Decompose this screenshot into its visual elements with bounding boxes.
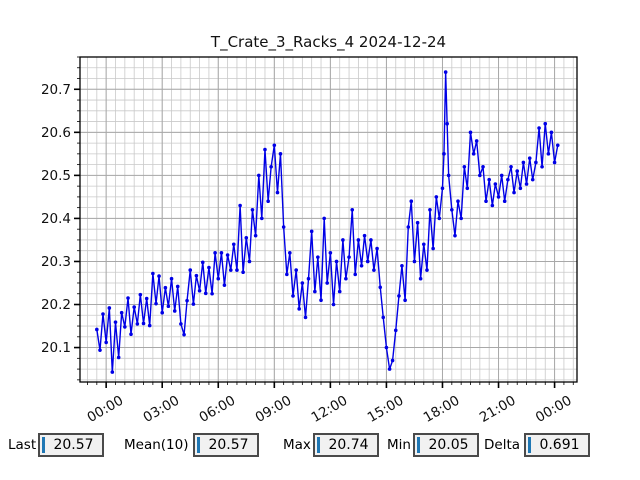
svg-text:20.2: 20.2 — [41, 297, 71, 313]
cursor-bar-icon — [417, 437, 420, 453]
svg-text:06:00: 06:00 — [197, 393, 239, 426]
cursor-bar-icon — [197, 437, 200, 453]
min-value: 20.05 — [428, 437, 469, 453]
axis-ticks — [74, 56, 574, 388]
max-label: Max — [283, 437, 311, 453]
svg-text:20.1: 20.1 — [41, 340, 71, 356]
svg-text:09:00: 09:00 — [253, 393, 295, 426]
min-value-box[interactable]: 20.05 — [413, 433, 479, 457]
mean-label: Mean(10) — [124, 437, 189, 453]
mean-value: 20.57 — [208, 437, 249, 453]
svg-text:18:00: 18:00 — [421, 393, 463, 426]
svg-text:00:00: 00:00 — [84, 393, 126, 426]
delta-label: Delta — [484, 437, 521, 453]
delta-value-box[interactable]: 0.691 — [524, 433, 590, 457]
delta-value: 0.691 — [539, 437, 580, 453]
cursor-bar-icon — [528, 437, 531, 453]
major-grid — [80, 57, 577, 382]
data-series — [95, 70, 560, 374]
svg-text:20.7: 20.7 — [41, 82, 71, 98]
plot-frame — [79, 56, 578, 383]
cursor-bar-icon — [42, 437, 45, 453]
svg-text:21:00: 21:00 — [477, 393, 519, 426]
svg-text:03:00: 03:00 — [141, 393, 183, 426]
svg-text:20.3: 20.3 — [41, 254, 71, 270]
svg-text:20.5: 20.5 — [41, 168, 71, 184]
mean-value-box[interactable]: 20.57 — [193, 433, 259, 457]
last-value-box[interactable]: 20.57 — [38, 433, 104, 457]
last-label: Last — [8, 437, 37, 453]
chart-title: T_Crate_3_Racks_4 2024-12-24 — [210, 33, 447, 51]
svg-text:20.4: 20.4 — [41, 211, 71, 227]
svg-text:12:00: 12:00 — [309, 393, 351, 426]
cursor-bar-icon — [317, 437, 320, 453]
last-value: 20.57 — [53, 437, 94, 453]
axis-tick-labels: 00:00 03:00 06:00 09:00 12:00 15:00 18:00 21:00… — [41, 82, 575, 426]
max-value: 20.74 — [328, 437, 369, 453]
min-label: Min — [387, 437, 411, 453]
svg-text:00:00: 00:00 — [533, 393, 575, 426]
minor-grid — [80, 56, 577, 382]
max-value-box[interactable]: 20.74 — [313, 433, 379, 457]
svg-text:20.6: 20.6 — [41, 125, 71, 141]
svg-text:15:00: 15:00 — [365, 393, 407, 426]
